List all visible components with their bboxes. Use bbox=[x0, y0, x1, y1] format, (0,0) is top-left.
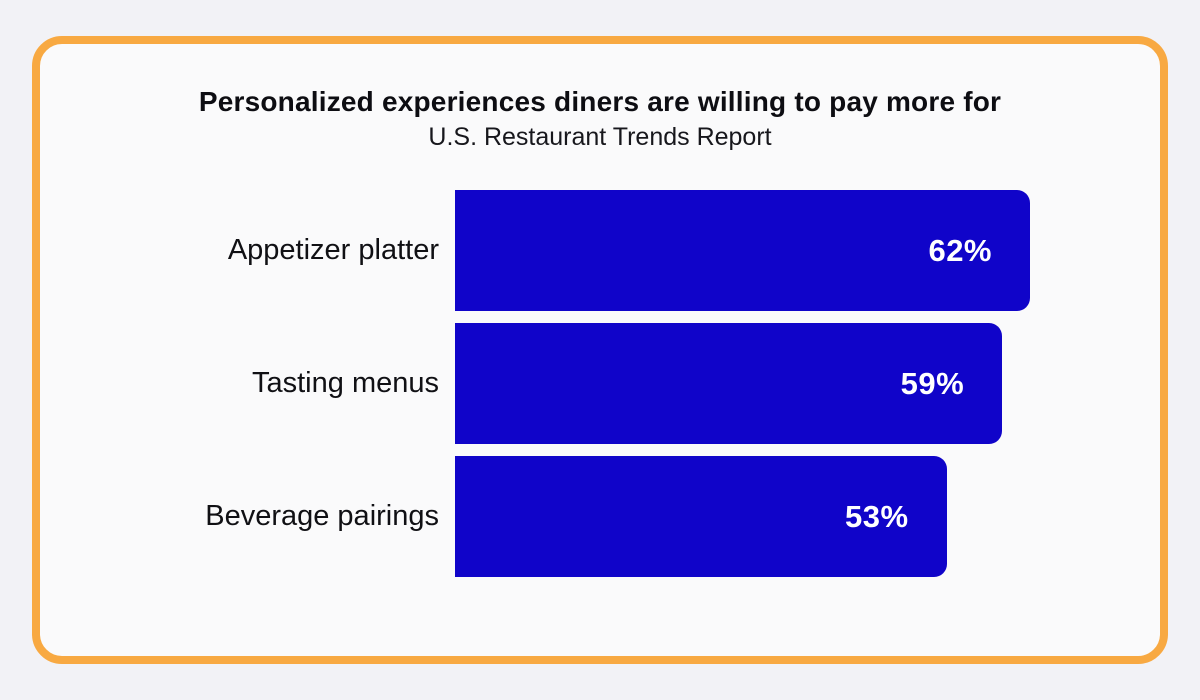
bar-track: 53% bbox=[455, 456, 1120, 577]
bar-track: 59% bbox=[455, 323, 1120, 444]
bar: 59% bbox=[455, 323, 1003, 444]
bar-row: Beverage pairings 53% bbox=[80, 456, 1120, 577]
chart-card: Personalized experiences diners are will… bbox=[32, 36, 1168, 664]
bar-value-label: 53% bbox=[844, 498, 909, 534]
bar: 53% bbox=[455, 456, 947, 577]
bar-chart: Appetizer platter 62% Tasting menus 59% … bbox=[80, 190, 1120, 589]
bar-row: Tasting menus 59% bbox=[80, 323, 1120, 444]
bar-category-label: Tasting menus bbox=[252, 367, 439, 399]
bar: 62% bbox=[455, 190, 1030, 311]
chart-subtitle: U.S. Restaurant Trends Report bbox=[428, 123, 772, 151]
chart-title: Personalized experiences diners are will… bbox=[198, 86, 1002, 117]
bar-row: Appetizer platter 62% bbox=[80, 190, 1120, 311]
bar-track: 62% bbox=[455, 190, 1120, 311]
bar-value-label: 62% bbox=[928, 232, 992, 268]
bar-category-label: Beverage pairings bbox=[205, 500, 439, 532]
bar-category-label: Appetizer platter bbox=[227, 234, 439, 266]
bar-value-label: 59% bbox=[900, 365, 965, 401]
chart-header: Personalized experiences diners are will… bbox=[40, 84, 1160, 154]
